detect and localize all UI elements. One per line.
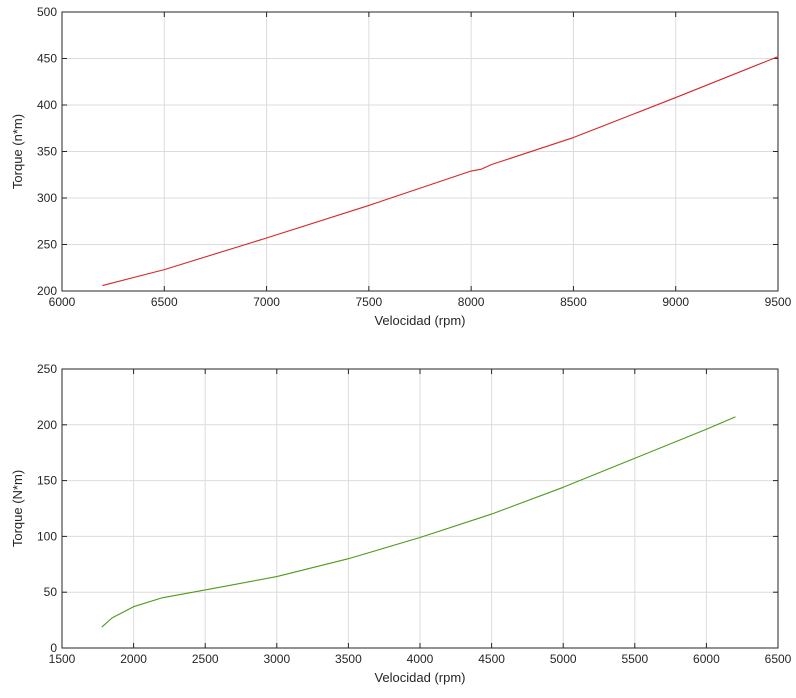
x-axis-label: Velocidad (rpm) xyxy=(374,313,465,328)
y-tick-label: 350 xyxy=(37,145,57,159)
x-tick-label: 7500 xyxy=(356,295,383,309)
y-tick-label: 500 xyxy=(37,5,57,19)
y-tick-label: 200 xyxy=(37,284,57,298)
x-tick-label: 6000 xyxy=(49,295,76,309)
y-tick-label: 100 xyxy=(37,529,57,543)
subplot-2: 1500 2000 2500 3000 3500 4000 4500 5000 5500 6000… xyxy=(10,362,792,685)
x-tick-label: 5000 xyxy=(550,652,577,666)
axes-box xyxy=(61,11,779,292)
x-tick-label: 8000 xyxy=(458,295,485,309)
x-tick-label: 6000 xyxy=(693,652,720,666)
x-tick-label: 2500 xyxy=(192,652,219,666)
y-tick-label: 400 xyxy=(37,98,57,112)
y-tick-label: 250 xyxy=(37,362,57,376)
x-axis-label: Velocidad (rpm) xyxy=(374,670,465,685)
x-tick-label: 1500 xyxy=(49,652,76,666)
subplot-1: 6000 6500 7000 7500 8000 8500 9000 9500 200 250 30… xyxy=(10,5,792,328)
x-tick-label: 3500 xyxy=(335,652,362,666)
series-line-1 xyxy=(101,416,736,628)
y-axis-label: Torque (N*m) xyxy=(10,470,25,547)
x-tick-label: 3000 xyxy=(263,652,290,666)
x-tick-label: 5500 xyxy=(621,652,648,666)
y-tick-label: 150 xyxy=(37,474,57,488)
x-tick-label: 2000 xyxy=(120,652,147,666)
x-tick-label: 4500 xyxy=(478,652,505,666)
x-tick-label: 4000 xyxy=(407,652,434,666)
y-tick-label: 450 xyxy=(37,52,57,66)
axes-box xyxy=(61,368,779,649)
x-tick-label: 8500 xyxy=(560,295,587,309)
x-tick-label: 6500 xyxy=(765,652,792,666)
series-line-1 xyxy=(102,56,779,286)
x-tick-label: 6500 xyxy=(151,295,178,309)
y-tick-label: 50 xyxy=(44,585,58,599)
y-tick-label: 300 xyxy=(37,191,57,205)
y-axis-label: Torque (n*m) xyxy=(10,114,25,189)
y-tick-label: 200 xyxy=(37,418,57,432)
x-tick-label: 9000 xyxy=(662,295,689,309)
x-tick-label: 9500 xyxy=(765,295,792,309)
x-tick-label: 7000 xyxy=(253,295,280,309)
y-tick-label: 0 xyxy=(50,641,57,655)
y-tick-label: 250 xyxy=(37,238,57,252)
